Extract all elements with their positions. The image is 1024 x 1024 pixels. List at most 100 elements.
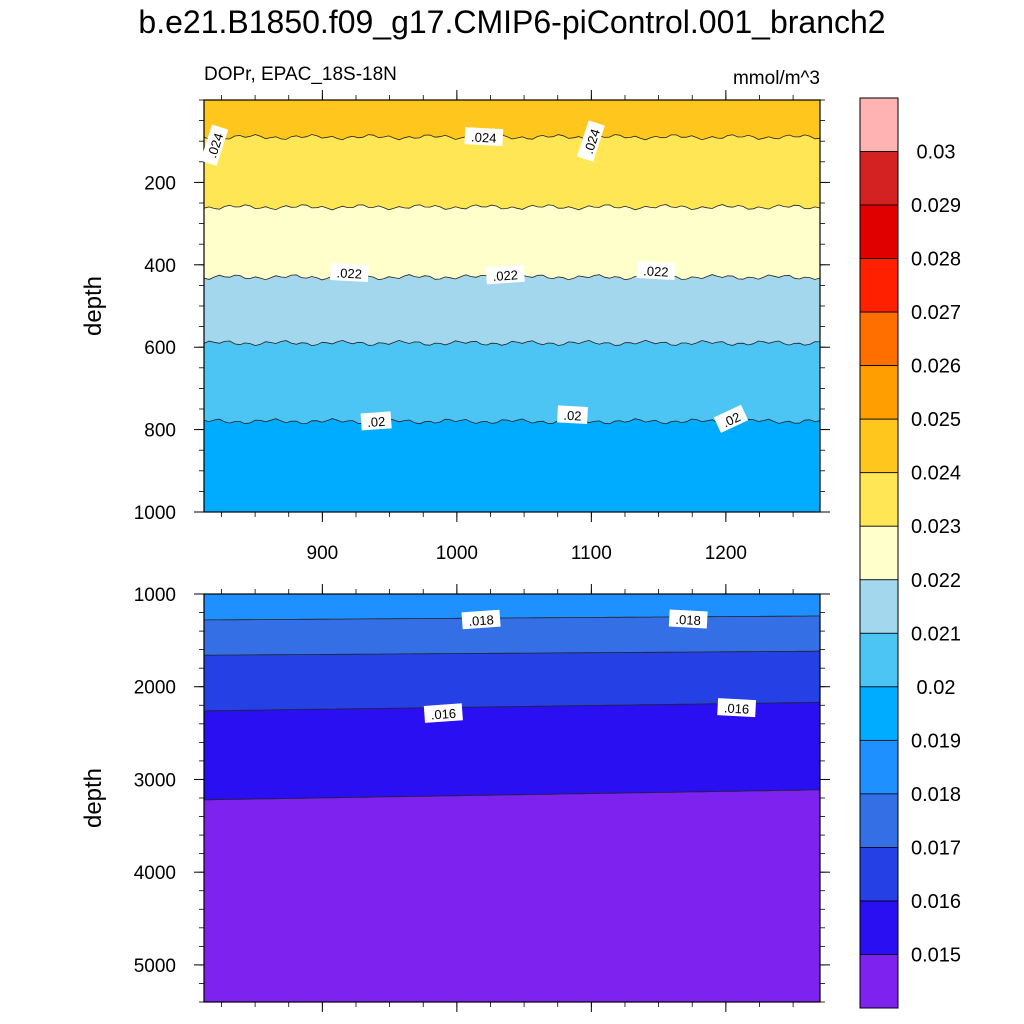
contour-line (203, 204, 821, 211)
contour-band (204, 134, 820, 210)
contour-line (203, 789, 821, 801)
contour-label-text: .018 (468, 612, 494, 629)
contour-label: .018 (668, 609, 708, 629)
contour-label-text: .022 (643, 263, 669, 279)
contour-label-box (423, 703, 463, 723)
contour-label: .016 (717, 698, 757, 718)
colorbar-box (859, 739, 899, 795)
colorbar-label: 0.022 (911, 570, 961, 592)
contour-label-text: .02 (720, 409, 743, 430)
colorbar-box (859, 632, 899, 688)
colorbar-box (859, 204, 899, 259)
contour-band (204, 204, 820, 280)
colorbar-label: 0.02 (917, 677, 956, 699)
contour-label-box (464, 127, 504, 147)
units-label: mmol/m^3 (732, 68, 820, 89)
colorbar-label: 0.029 (911, 195, 961, 217)
colorbar-box (859, 418, 899, 474)
chart-title: b.e21.B1850.f09_g17.CMIP6-piControl.001_… (138, 4, 886, 40)
colorbar-box (859, 579, 899, 634)
colorbar-label: 0.025 (911, 409, 961, 431)
contour-label: .022 (329, 263, 369, 282)
contour-band (204, 340, 820, 424)
contour-label-box (636, 261, 676, 280)
colorbar-box (859, 900, 899, 955)
colorbar-box (859, 97, 899, 152)
colorbar-label: 0.023 (911, 516, 961, 538)
contour-label-text: .024 (204, 131, 226, 160)
y-tick-label: 1000 (134, 503, 176, 524)
contour-band (204, 789, 820, 1002)
colorbar-label: 0.026 (911, 356, 961, 378)
contour-label: .02 (713, 404, 749, 433)
contour-label-text: .016 (430, 706, 456, 723)
contour-band (204, 100, 820, 140)
contour-line (203, 339, 821, 347)
x-tick-label: 1000 (436, 543, 478, 564)
y-tick-label: 4000 (134, 863, 176, 884)
colorbar-box (859, 311, 899, 367)
contour-label: .016 (423, 703, 463, 723)
y-tick-label: 800 (144, 421, 176, 442)
contour-line (203, 134, 821, 141)
panel-2: 1000 2000 3000 4000 5000 depth .018 .018 .016 .01… (80, 584, 830, 1012)
contour-label-box (717, 698, 757, 718)
contour-label-box (200, 124, 229, 166)
contour-label-text: .02 (367, 414, 386, 430)
contour-label-box (668, 609, 708, 629)
contour-label-text: .018 (675, 612, 701, 628)
colorbar-label: 0.028 (911, 249, 961, 271)
contour-label-text: .024 (471, 129, 497, 145)
contour-label: .024 (464, 127, 504, 147)
y-tick-label: 600 (144, 338, 176, 359)
colorbar-label: 0.016 (911, 891, 961, 913)
y-axis-label: depth (80, 276, 107, 336)
colorbar: 0.015 0.016 0.017 0.018 0.019 0.02 0.021 0.022 0… (859, 97, 961, 1009)
contour-line (204, 701, 821, 712)
colorbar-box (859, 954, 899, 1009)
contour-label: .018 (461, 609, 501, 630)
panel-1: 200 400 600 800 1000 900 1000 1100 1200 depth .024… (80, 90, 830, 564)
contour-band (204, 651, 820, 711)
contour-line (203, 615, 820, 621)
y-tick-label: 1000 (134, 585, 176, 606)
contour-band (204, 616, 820, 656)
contour-band (204, 594, 820, 620)
colorbar-frame (859, 97, 899, 1009)
contour-line (204, 650, 820, 656)
contour-label-text: .024 (581, 127, 603, 156)
y-tick-label: 400 (144, 256, 176, 277)
colorbar-box (859, 793, 899, 848)
colorbar-box (859, 365, 899, 420)
y-axis-label: depth (80, 768, 107, 828)
contour-band (204, 274, 820, 346)
y-tick-label: 5000 (134, 956, 176, 977)
contour-label-text: .022 (336, 265, 362, 281)
x-tick-label: 1100 (571, 543, 612, 564)
colorbar-box (859, 258, 899, 313)
contour-label-box (461, 609, 501, 630)
x-tick-label: 1200 (705, 543, 747, 564)
contour-label-box (713, 404, 749, 433)
colorbar-label: 0.024 (911, 463, 961, 485)
colorbar-label: 0.018 (911, 784, 961, 806)
colorbar-box (859, 525, 899, 581)
x-tick-label: 900 (307, 543, 339, 564)
contour-label: .02 (557, 405, 588, 424)
contour-label-text: .02 (563, 408, 582, 424)
contour-label: .024 (576, 120, 605, 162)
contour-label-box (329, 263, 369, 282)
colorbar-box (859, 686, 899, 741)
contour-label-text: .022 (492, 267, 518, 284)
colorbar-label: 0.015 (911, 944, 961, 966)
contour-label: .02 (360, 411, 392, 431)
contour-label-box (557, 405, 588, 424)
colorbar-label: 0.021 (911, 623, 961, 645)
y-tick-label: 2000 (134, 678, 176, 699)
colorbar-box (859, 847, 899, 902)
y-tick-label: 200 (144, 173, 176, 194)
contour-label: .022 (485, 264, 525, 285)
contour-band (204, 702, 820, 800)
contour-label: .024 (200, 124, 229, 166)
